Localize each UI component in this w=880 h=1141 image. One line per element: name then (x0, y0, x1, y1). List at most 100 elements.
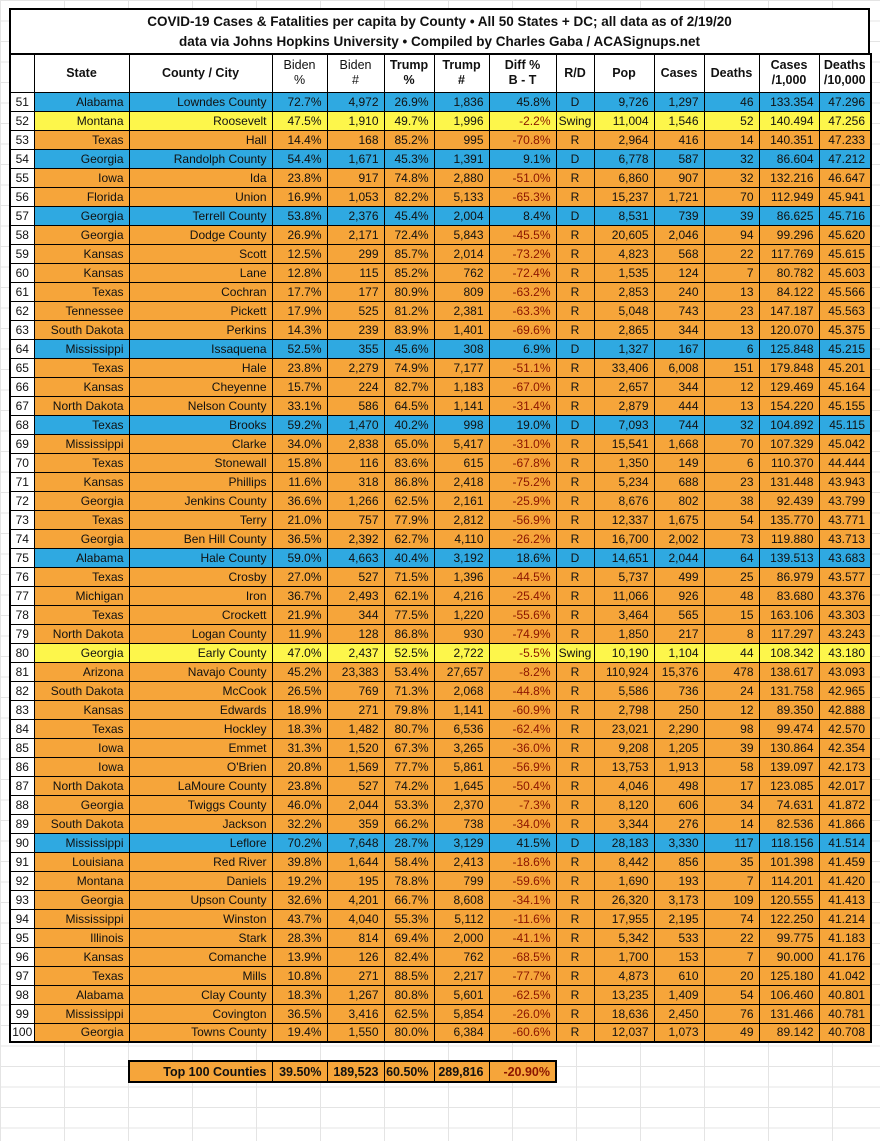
cell-cases_per_1000[interactable]: 163.106 (758, 604, 820, 625)
cell-trump_pct[interactable]: 65.0% (383, 433, 435, 454)
cell-deaths[interactable]: 25 (703, 566, 760, 587)
cell-rd[interactable]: R (555, 946, 595, 967)
cell-biden_votes[interactable]: 525 (326, 300, 385, 321)
cell-deaths_per_10000[interactable]: 41.214 (818, 908, 872, 929)
cell-cases_per_1000[interactable]: 99.775 (758, 927, 820, 948)
cell-trump_pct[interactable]: 72.4% (383, 224, 435, 245)
cell-pop[interactable]: 20,605 (593, 224, 655, 245)
cell-rank[interactable]: 53 (9, 129, 35, 150)
cell-rank[interactable]: 79 (9, 623, 35, 644)
cell-biden_votes[interactable]: 2,171 (326, 224, 385, 245)
cell-state[interactable]: Mississippi (33, 1003, 130, 1024)
cell-county[interactable]: Cheyenne (128, 376, 273, 397)
cell-trump_pct[interactable]: 85.2% (383, 262, 435, 283)
cell-rd[interactable]: R (555, 186, 595, 207)
cell-state[interactable]: Mississippi (33, 338, 130, 359)
cell-deaths_per_10000[interactable]: 41.514 (818, 832, 872, 853)
cell-biden_pct[interactable]: 32.2% (271, 813, 328, 834)
cell-county[interactable]: Daniels (128, 870, 273, 891)
cell-county[interactable]: Winston (128, 908, 273, 929)
cell-trump_votes[interactable]: 1,401 (433, 319, 490, 340)
cell-pop[interactable]: 4,823 (593, 243, 655, 264)
cell-cases_per_1000[interactable]: 104.892 (758, 414, 820, 435)
cell-pop[interactable]: 1,690 (593, 870, 655, 891)
totals-biden_pct[interactable]: 39.50% (271, 1060, 328, 1083)
cell-rank[interactable]: 69 (9, 433, 35, 454)
cell-state[interactable]: Georgia (33, 148, 130, 169)
cell-biden_votes[interactable]: 239 (326, 319, 385, 340)
cell-biden_votes[interactable]: 1,520 (326, 737, 385, 758)
cell-cases[interactable]: 2,046 (653, 224, 705, 245)
cell-deaths[interactable]: 74 (703, 908, 760, 929)
cell-cases[interactable]: 1,546 (653, 110, 705, 131)
cell-deaths[interactable]: 52 (703, 110, 760, 131)
cell-biden_votes[interactable]: 586 (326, 395, 385, 416)
cell-biden_pct[interactable]: 45.2% (271, 661, 328, 682)
cell-deaths_per_10000[interactable]: 45.164 (818, 376, 872, 397)
cell-cases[interactable]: 250 (653, 699, 705, 720)
cell-biden_votes[interactable]: 1,569 (326, 756, 385, 777)
cell-trump_votes[interactable]: 5,133 (433, 186, 490, 207)
cell-rd[interactable]: R (555, 224, 595, 245)
cell-cases_per_1000[interactable]: 110.370 (758, 452, 820, 473)
cell-state[interactable]: Iowa (33, 737, 130, 758)
cell-cases[interactable]: 802 (653, 490, 705, 511)
cell-county[interactable]: Hall (128, 129, 273, 150)
cell-state[interactable]: Georgia (33, 224, 130, 245)
cell-cases_per_1000[interactable]: 125.848 (758, 338, 820, 359)
cell-cases[interactable]: 167 (653, 338, 705, 359)
cell-diff_pct[interactable]: -11.6% (488, 908, 557, 929)
cell-rd[interactable]: R (555, 319, 595, 340)
cell-trump_votes[interactable]: 1,836 (433, 91, 490, 112)
cell-rd[interactable]: R (555, 794, 595, 815)
cell-state[interactable]: North Dakota (33, 395, 130, 416)
cell-county[interactable]: Terry (128, 509, 273, 530)
cell-cases_per_1000[interactable]: 108.342 (758, 642, 820, 663)
cell-diff_pct[interactable]: -60.9% (488, 699, 557, 720)
cell-county[interactable]: Terrell County (128, 205, 273, 226)
cell-county[interactable]: Iron (128, 585, 273, 606)
header-biden_votes[interactable]: Biden # (326, 53, 385, 93)
cell-state[interactable]: Texas (33, 129, 130, 150)
cell-deaths_per_10000[interactable]: 43.577 (818, 566, 872, 587)
cell-rd[interactable]: D (555, 205, 595, 226)
cell-biden_votes[interactable]: 2,044 (326, 794, 385, 815)
cell-cases[interactable]: 149 (653, 452, 705, 473)
cell-deaths[interactable]: 23 (703, 471, 760, 492)
cell-county[interactable]: Logan County (128, 623, 273, 644)
cell-diff_pct[interactable]: -45.5% (488, 224, 557, 245)
cell-pop[interactable]: 8,120 (593, 794, 655, 815)
cell-deaths[interactable]: 478 (703, 661, 760, 682)
cell-rank[interactable]: 64 (9, 338, 35, 359)
cell-rank[interactable]: 86 (9, 756, 35, 777)
cell-pop[interactable]: 33,406 (593, 357, 655, 378)
cell-cases[interactable]: 1,297 (653, 91, 705, 112)
cell-trump_pct[interactable]: 83.9% (383, 319, 435, 340)
cell-pop[interactable]: 12,037 (593, 1022, 655, 1043)
cell-cases[interactable]: 217 (653, 623, 705, 644)
cell-rd[interactable]: R (555, 243, 595, 264)
cell-trump_votes[interactable]: 1,391 (433, 148, 490, 169)
cell-rd[interactable]: R (555, 528, 595, 549)
cell-rank[interactable]: 85 (9, 737, 35, 758)
cell-deaths_per_10000[interactable]: 43.093 (818, 661, 872, 682)
cell-biden_pct[interactable]: 46.0% (271, 794, 328, 815)
cell-deaths_per_10000[interactable]: 45.603 (818, 262, 872, 283)
cell-trump_pct[interactable]: 80.9% (383, 281, 435, 302)
cell-trump_pct[interactable]: 82.4% (383, 946, 435, 967)
cell-cases_per_1000[interactable]: 132.216 (758, 167, 820, 188)
cell-deaths_per_10000[interactable]: 45.375 (818, 319, 872, 340)
cell-deaths_per_10000[interactable]: 43.683 (818, 547, 872, 568)
cell-biden_votes[interactable]: 1,470 (326, 414, 385, 435)
cell-trump_votes[interactable]: 2,381 (433, 300, 490, 321)
cell-diff_pct[interactable]: -7.3% (488, 794, 557, 815)
cell-rd[interactable]: R (555, 585, 595, 606)
cell-diff_pct[interactable]: 6.9% (488, 338, 557, 359)
cell-cases[interactable]: 193 (653, 870, 705, 891)
cell-trump_pct[interactable]: 86.8% (383, 471, 435, 492)
cell-trump_pct[interactable]: 77.7% (383, 756, 435, 777)
cell-trump_votes[interactable]: 5,861 (433, 756, 490, 777)
cell-deaths_per_10000[interactable]: 45.201 (818, 357, 872, 378)
cell-cases_per_1000[interactable]: 131.758 (758, 680, 820, 701)
cell-trump_pct[interactable]: 80.0% (383, 1022, 435, 1043)
